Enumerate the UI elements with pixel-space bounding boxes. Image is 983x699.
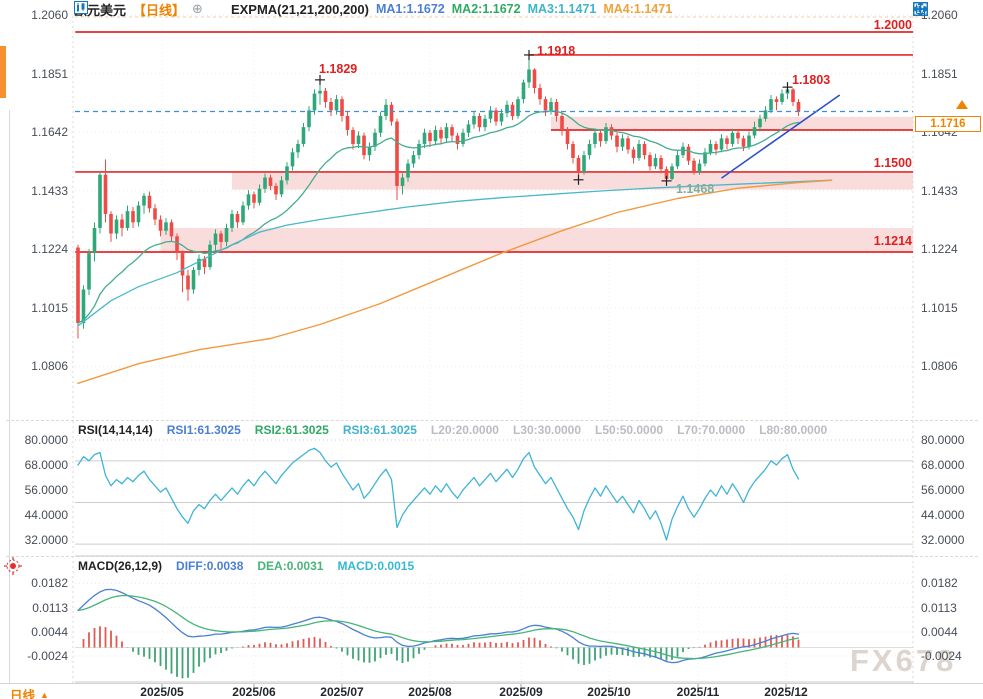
y-axis-label: 56.0000 (921, 482, 965, 497)
dea-value: DEA:0.0031 (257, 559, 324, 573)
y-axis-label: 0.0182 (31, 576, 68, 591)
y-axis-label: 32.0000 (921, 532, 965, 547)
low-label-11468: 1.1468 (676, 182, 715, 196)
y-axis-label: 1.0806 (31, 359, 68, 374)
y-axis-label: -0.0024 (921, 648, 962, 663)
y-axis-label: -0.0024 (27, 648, 68, 663)
y-axis-label: 44.0000 (24, 507, 68, 522)
y-axis-label: 44.0000 (921, 507, 965, 522)
timeframe-tab[interactable]: 日线 ▲ (10, 685, 49, 699)
footer-separator (0, 683, 983, 684)
macd-live-icon[interactable] (4, 557, 22, 575)
chart-header: 欧元美元 【日线】 ⊕ EXPMA(21,21,200,200) MA1:1.1… (74, 1, 673, 18)
y-axis-label: 1.1224 (31, 242, 68, 257)
y-axis-label: 1.1224 (921, 242, 958, 257)
y-axis-label: 56.0000 (24, 482, 68, 497)
y-axis-label: 68.0000 (24, 457, 68, 472)
diff-value: DIFF:0.0038 (176, 559, 244, 573)
rsi3-value: RSI3:61.3025 (342, 423, 417, 437)
candle-chart-icon[interactable] (74, 1, 224, 16)
ma4-value: MA4:1.1471 (603, 2, 673, 16)
support-label-11500: 1.1500 (873, 156, 912, 170)
ma1-value: MA1:1.1672 (375, 2, 445, 16)
rsi-l70-label: L70:70.0000 (677, 423, 746, 437)
y-axis-label: 0.0044 (31, 625, 68, 639)
rsi-l50-label: L50:50.0000 (595, 423, 664, 437)
y-axis-label: 80.0000 (921, 433, 965, 447)
x-axis-label: 2025/11 (676, 685, 720, 699)
y-axis-label: 1.1433 (921, 183, 958, 198)
y-axis-label: 1.1433 (31, 183, 68, 198)
x-axis-label: 2025/08 (408, 685, 452, 699)
ma2-value: MA2:1.1672 (451, 2, 521, 16)
high-label-11918: 1.1918 (537, 44, 576, 58)
y-axis-label: 1.1642 (31, 125, 68, 140)
rsi2-value: RSI2:61.3025 (254, 423, 329, 437)
rsi-l20-label: L20:20.0000 (430, 423, 499, 437)
timeframe-label: 日线 (10, 689, 36, 699)
x-axis-label: 2025/10 (587, 685, 631, 699)
timeframe-tag[interactable]: 【日线】 (133, 2, 186, 18)
high-label-11803: 1.1803 (792, 73, 831, 87)
ma3-value: MA3:1.1471 (527, 2, 597, 16)
y-axis-label: 0.0113 (32, 600, 68, 615)
y-axis-label: 32.0000 (24, 532, 68, 547)
y-axis-label: 0.0113 (921, 600, 957, 615)
y-axis-label: 80.0000 (24, 433, 68, 447)
macd-title[interactable]: MACD(26,12,9) (78, 559, 163, 573)
left-panel-border (9, 110, 10, 683)
x-axis-label: 2025/06 (232, 685, 276, 699)
y-axis-label: 1.1015 (921, 300, 958, 315)
add-indicator-icon[interactable]: ⊕ (192, 1, 203, 16)
high-label-11829: 1.1829 (319, 62, 358, 76)
y-axis-label: 1.2060 (921, 8, 958, 23)
x-axis-label: 2025/09 (499, 685, 543, 699)
y-axis-label: 1.1851 (921, 66, 958, 81)
rsi-header: RSI(14,14,14) RSI1:61.3025 RSI2:61.3025 … (78, 423, 827, 437)
rsi-l80-label: L80:80.0000 (759, 423, 828, 437)
x-axis-label: 2025/12 (764, 685, 808, 699)
x-axis-label: 2025/07 (320, 685, 364, 699)
rsi1-value: RSI1:61.3025 (166, 423, 241, 437)
collapse-arrow-icon: ▲ (40, 689, 49, 699)
y-axis-label: 68.0000 (921, 457, 965, 472)
support-label-11214: 1.1214 (873, 234, 912, 248)
indicator-title[interactable]: EXPMA(21,21,200,200) (230, 1, 369, 17)
rsi-title[interactable]: RSI(14,14,14) (78, 423, 153, 437)
y-axis-label: 1.2060 (31, 8, 68, 23)
y-axis-label: 0.0182 (921, 576, 958, 591)
left-scroll-indicator[interactable] (0, 46, 6, 98)
current-price-tag: 1.1716 (915, 116, 981, 132)
y-axis-label: 1.1851 (31, 66, 68, 81)
y-axis-label: 1.1015 (31, 300, 68, 315)
rsi-l30-label: L30:30.0000 (512, 423, 582, 437)
x-axis-label: 2025/05 (140, 685, 184, 699)
fx678-watermark: FX678 (850, 643, 957, 678)
resistance-label-12000: 1.2000 (873, 18, 912, 32)
rsi-panel-separator (6, 420, 978, 421)
go-latest-icon[interactable] (913, 2, 928, 16)
y-axis-label: 1.0806 (921, 359, 958, 374)
macd-value: MACD:0.0015 (337, 559, 415, 573)
y-axis-label: 0.0044 (921, 625, 958, 639)
macd-header: MACD(26,12,9) DIFF:0.0038 DEA:0.0031 MAC… (78, 559, 414, 573)
price-up-arrow-icon (956, 100, 968, 109)
macd-panel-separator (6, 556, 978, 557)
